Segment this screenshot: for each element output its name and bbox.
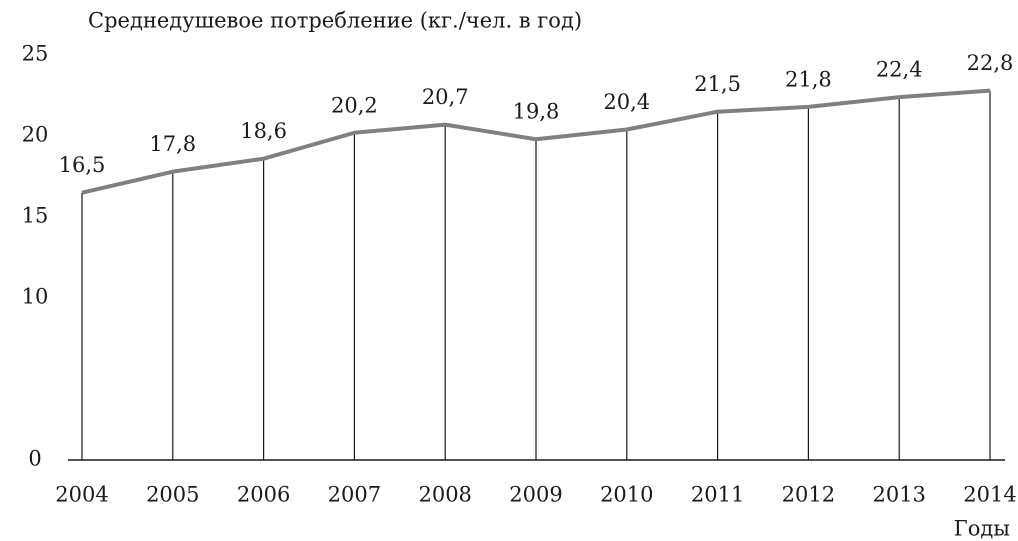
x-tick-label: 2013 — [872, 483, 925, 507]
x-axis-label: Годы — [954, 517, 1010, 541]
data-label: 22,8 — [967, 51, 1014, 75]
x-tick-label: 2007 — [328, 483, 381, 507]
x-tick-label: 2005 — [146, 483, 199, 507]
chart-title: Среднедушевое потребление (кг./чел. в го… — [88, 9, 582, 33]
data-label: 18,6 — [240, 119, 287, 143]
y-tick-label: 20 — [22, 123, 49, 147]
data-label: 21,5 — [694, 72, 741, 96]
x-tick-label: 2012 — [782, 483, 835, 507]
y-tick-label: 25 — [22, 42, 49, 66]
y-tick-label: 10 — [22, 285, 49, 309]
data-label: 16,5 — [59, 153, 106, 177]
data-label: 20,2 — [331, 93, 378, 117]
x-tick-label: 2010 — [600, 483, 653, 507]
data-label: 20,4 — [603, 90, 650, 114]
x-tick-label: 2004 — [55, 483, 108, 507]
data-label: 19,8 — [513, 100, 560, 124]
x-tick-label: 2011 — [691, 483, 744, 507]
x-tick-label: 2014 — [963, 483, 1016, 507]
data-label: 17,8 — [149, 132, 196, 156]
x-tick-label: 2006 — [237, 483, 290, 507]
data-line — [81, 88, 991, 195]
data-label: 20,7 — [422, 85, 469, 109]
data-label: 21,8 — [785, 67, 832, 91]
x-tick-label: 2008 — [418, 483, 471, 507]
y-tick-label: 0 — [28, 447, 41, 471]
y-tick-label: 15 — [22, 204, 49, 228]
x-tick-label: 2009 — [509, 483, 562, 507]
data-label: 22,4 — [876, 58, 923, 82]
